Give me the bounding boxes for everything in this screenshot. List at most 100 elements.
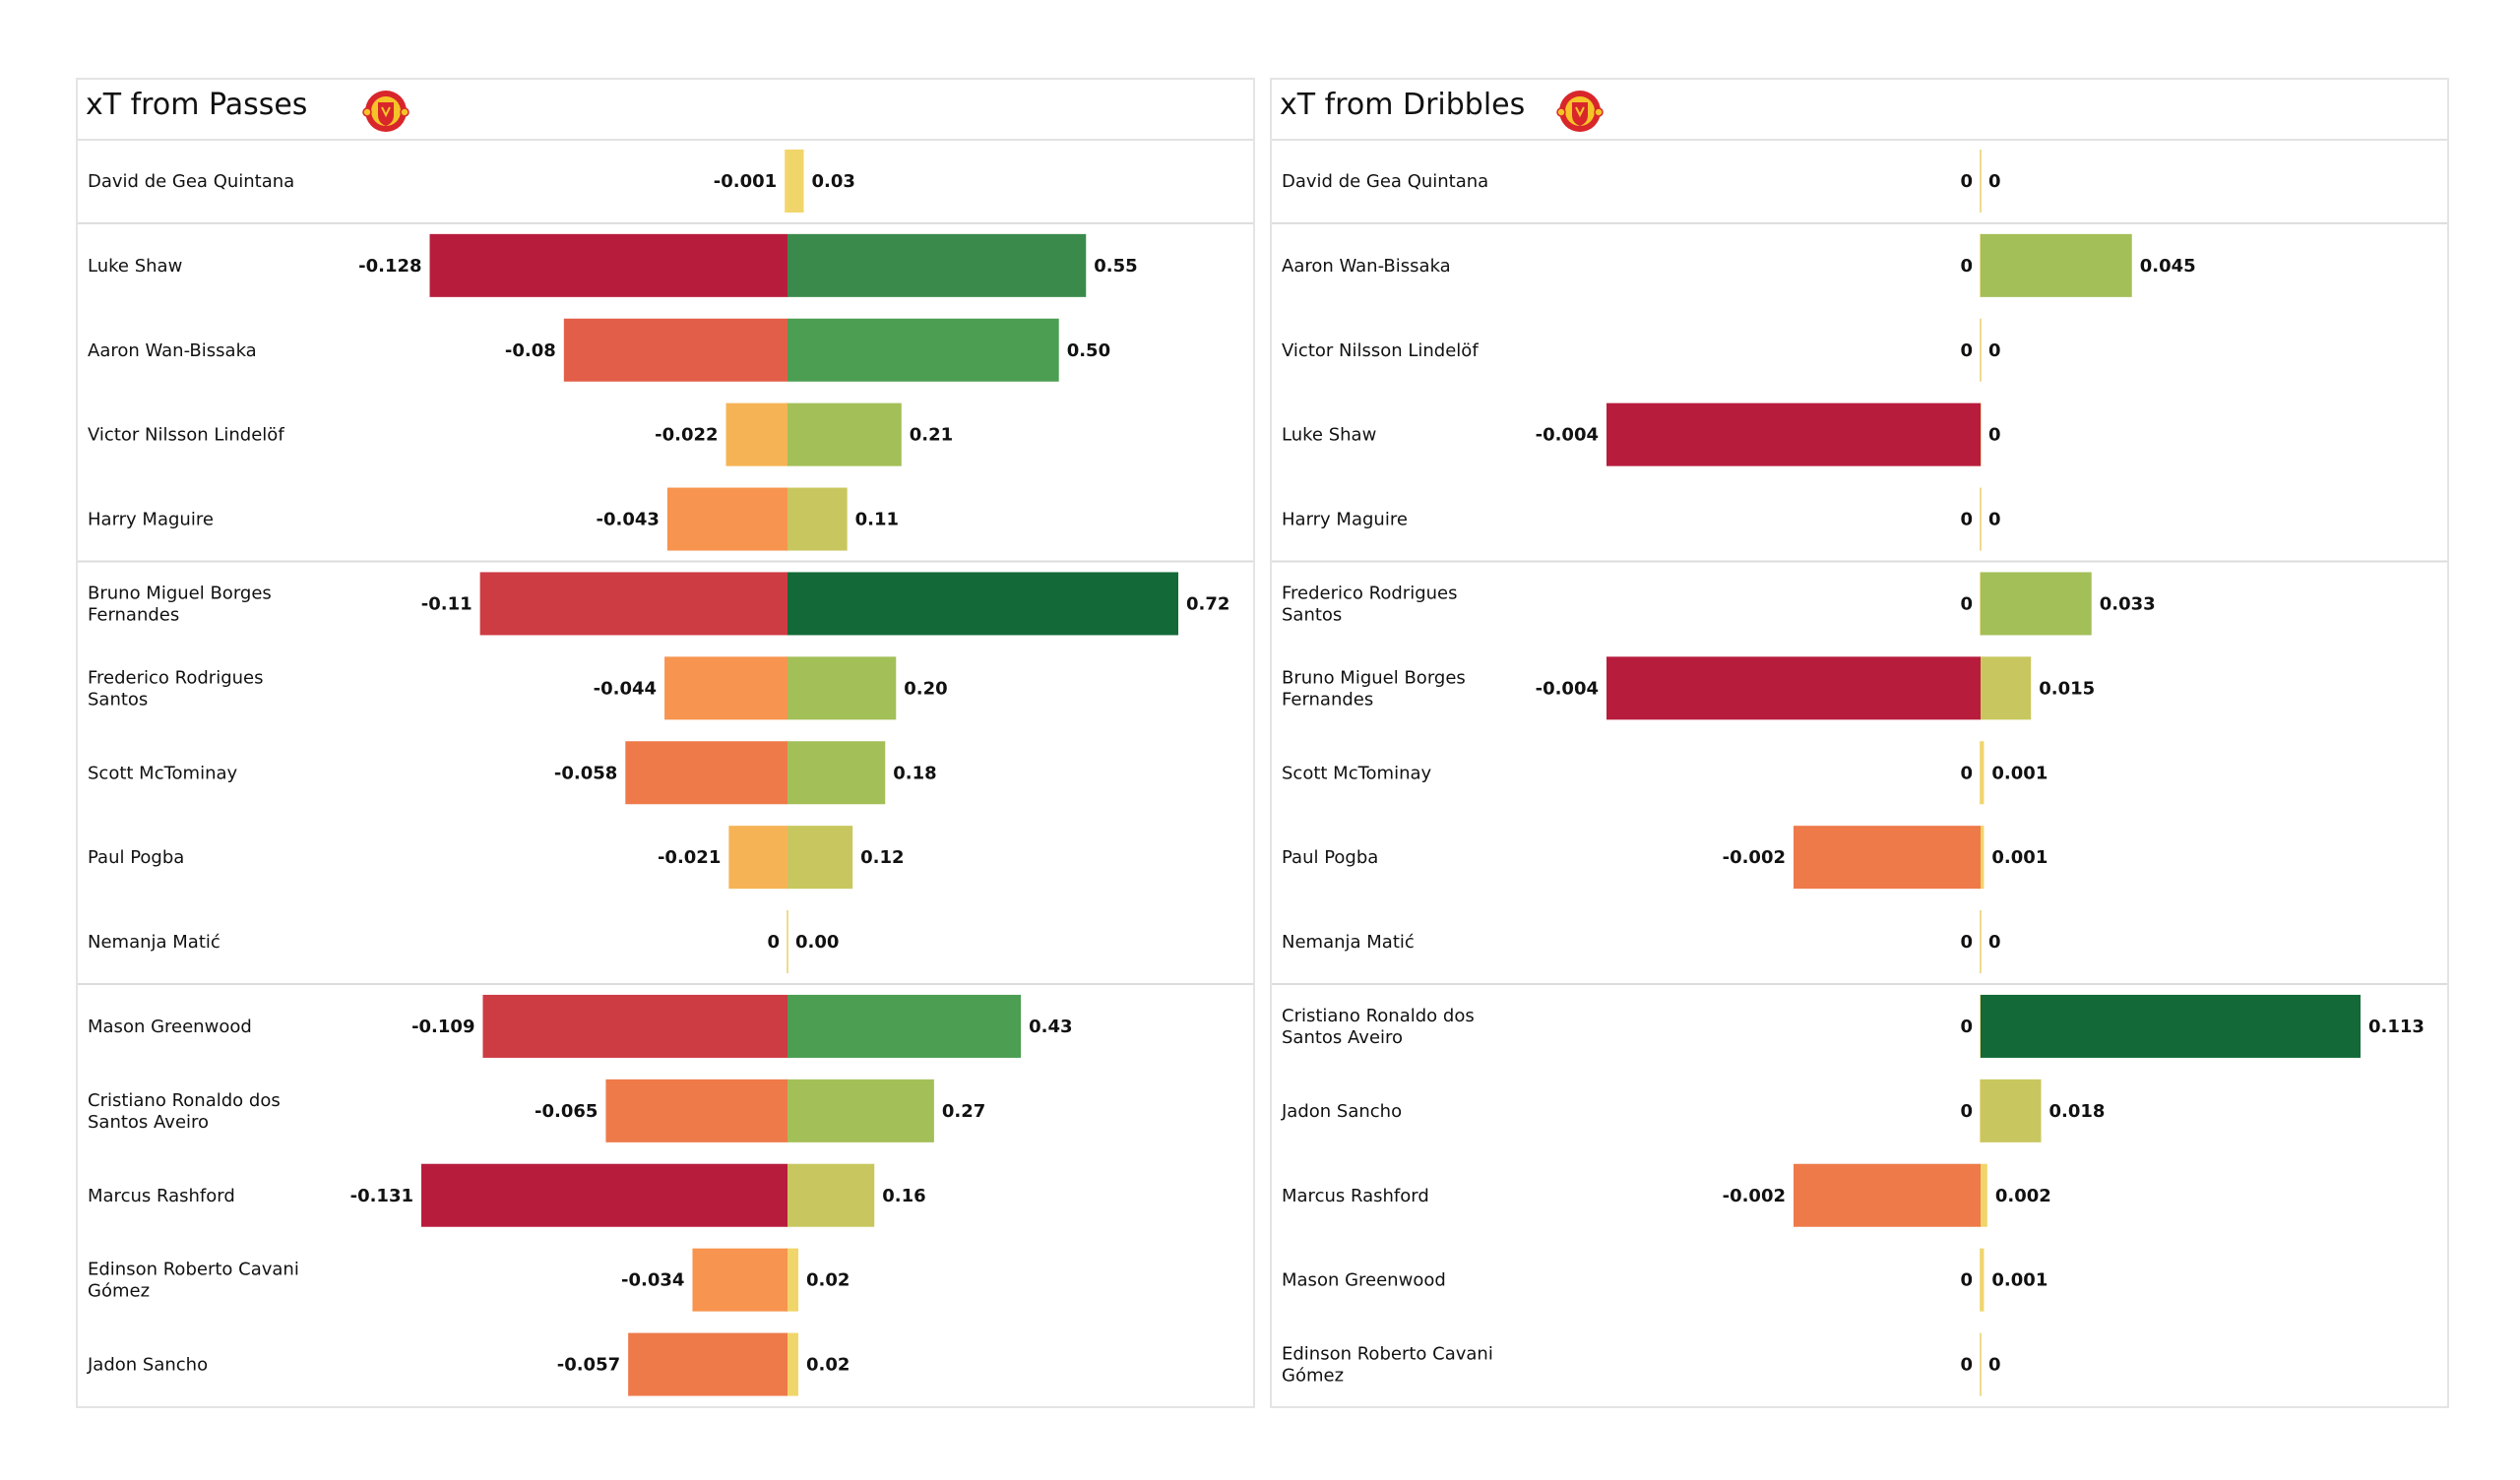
player-row: Mason Greenwood -0.109 0.43 — [88, 994, 1073, 1058]
negative-bar — [664, 656, 788, 720]
positive-value-label: 0 — [1988, 340, 2001, 361]
negative-bar — [563, 318, 788, 382]
player-name: Marcus Rashford — [88, 1186, 235, 1206]
player-name: David de Gea Quintana — [1282, 171, 1488, 192]
dribbles-panel: xT from Dribbles David de Gea Quintana 0 0… — [1270, 78, 2449, 1408]
negative-bar — [482, 994, 788, 1058]
positive-bar — [1981, 994, 2361, 1058]
player-name: David de Gea Quintana — [88, 171, 294, 192]
positive-value-label: 0.045 — [2140, 256, 2196, 277]
negative-value-label: -0.11 — [421, 593, 472, 614]
positive-bar — [788, 1248, 799, 1312]
positive-value-label: 0.018 — [2048, 1101, 2105, 1122]
positive-bar — [788, 1332, 799, 1396]
positive-value-label: 0 — [1988, 932, 2001, 953]
player-name: Jadon Sancho — [1281, 1101, 1402, 1122]
negative-value-label: 0 — [1960, 593, 1973, 614]
player-row: Cristiano Ronaldo dos Santos Aveiro -0.065… — [88, 1079, 985, 1142]
positive-bar — [788, 318, 1059, 382]
negative-bar — [666, 487, 788, 551]
positive-bar — [1981, 1248, 1984, 1312]
player-name: Bruno Miguel Borges Fernandes — [1282, 667, 1466, 709]
player-name: Victor Nilsson Lindelöf — [1282, 340, 1479, 361]
positive-bar — [788, 656, 897, 720]
negative-bar — [625, 741, 788, 805]
positive-value-label: 0.00 — [795, 932, 839, 953]
positive-bar — [788, 487, 848, 551]
positive-bar — [788, 1163, 875, 1227]
negative-value-label: 0 — [1960, 763, 1973, 783]
negative-value-label: -0.004 — [1536, 678, 1599, 699]
positive-value-label: 0.03 — [812, 171, 855, 192]
player-row: Jadon Sancho -0.057 0.02 — [87, 1332, 850, 1396]
player-row: Victor Nilsson Lindelöf -0.022 0.21 — [88, 402, 953, 466]
player-name: Scott McTominay — [1282, 763, 1432, 783]
negative-value-label: -0.034 — [621, 1270, 684, 1291]
negative-value-label: -0.021 — [658, 847, 721, 868]
dribbles-chart-title: xT from Dribbles — [1280, 88, 1526, 122]
player-row: Frederico Rodrigues Santos -0.044 0.20 — [88, 656, 948, 720]
negative-bar — [628, 1332, 788, 1396]
negative-bar — [725, 402, 788, 466]
player-row: Aaron Wan-Bissaka -0.08 0.50 — [88, 318, 1110, 382]
player-name: Mason Greenwood — [88, 1017, 252, 1037]
player-row: Scott McTominay -0.058 0.18 — [88, 741, 937, 805]
passes-title-row: xT from Passes — [78, 80, 1253, 141]
positive-value-label: 0.02 — [806, 1270, 850, 1291]
player-row: Marcus Rashford -0.002 0.002 — [1282, 1163, 2051, 1227]
positive-bar — [1981, 741, 1984, 805]
positive-bar — [788, 826, 853, 890]
player-row: Harry Maguire 0 0 — [1282, 487, 2001, 551]
negative-value-label: 0 — [767, 932, 780, 953]
negative-value-label: -0.128 — [358, 256, 421, 277]
negative-value-label: 0 — [1960, 256, 1973, 277]
positive-value-label: 0 — [1988, 171, 2001, 192]
negative-bar — [605, 1079, 788, 1142]
positive-bar — [1981, 1079, 2042, 1142]
positive-value-label: 0 — [1988, 510, 2001, 530]
positive-value-label: 0.20 — [904, 678, 947, 699]
positive-bar — [788, 1079, 934, 1142]
positive-value-label: 0.55 — [1094, 256, 1137, 277]
player-row: Luke Shaw -0.128 0.55 — [88, 233, 1138, 297]
negative-value-label: -0.109 — [411, 1017, 474, 1037]
positive-value-label: 0.033 — [2100, 593, 2156, 614]
negative-value-label: -0.058 — [554, 763, 617, 783]
positive-value-label: 0.015 — [2039, 678, 2095, 699]
positive-value-label: 0.001 — [1991, 1270, 2048, 1291]
player-row: Edinson Roberto Cavani Gómez 0 0 — [1282, 1332, 2001, 1396]
positive-bar — [788, 402, 902, 466]
positive-value-label: 0.72 — [1186, 593, 1229, 614]
positive-value-label: 0.18 — [893, 763, 936, 783]
player-name: Paul Pogba — [88, 847, 184, 868]
player-name: Luke Shaw — [88, 256, 182, 277]
negative-value-label: -0.004 — [1536, 425, 1599, 446]
player-name: Bruno Miguel Borges Fernandes — [88, 583, 272, 625]
player-name: Marcus Rashford — [1282, 1186, 1429, 1206]
positive-value-label: 0.11 — [855, 510, 899, 530]
positive-bar — [1981, 572, 2092, 636]
positive-bar — [1981, 233, 2132, 297]
player-row: Victor Nilsson Lindelöf 0 0 — [1282, 318, 2001, 382]
player-row: Jadon Sancho 0 0.018 — [1281, 1079, 2105, 1142]
player-row: Paul Pogba -0.021 0.12 — [88, 826, 905, 890]
positive-bar — [788, 149, 804, 213]
player-name: Frederico Rodrigues Santos — [88, 667, 263, 709]
negative-value-label: -0.001 — [714, 171, 777, 192]
negative-value-label: -0.065 — [535, 1101, 598, 1122]
negative-value-label: -0.08 — [505, 340, 556, 361]
player-name: Victor Nilsson Lindelöf — [88, 425, 284, 446]
player-row: Bruno Miguel Borges Fernandes -0.004 0.015 — [1282, 656, 2095, 720]
negative-value-label: 0 — [1960, 1355, 1973, 1376]
positive-bar — [1981, 656, 2032, 720]
negative-value-label: 0 — [1960, 1101, 1973, 1122]
passes-chart: David de Gea Quintana -0.001 0.03 Luke Shaw… — [78, 149, 1253, 1396]
positive-value-label: 0.002 — [1995, 1186, 2051, 1206]
negative-bar — [479, 572, 788, 636]
player-name: Cristiano Ronaldo dos Santos Aveiro — [1282, 1006, 1475, 1048]
positive-bar — [1981, 1163, 1987, 1227]
negative-value-label: -0.057 — [557, 1355, 620, 1376]
negative-value-label: -0.044 — [594, 678, 657, 699]
positive-value-label: 0.43 — [1029, 1017, 1072, 1037]
